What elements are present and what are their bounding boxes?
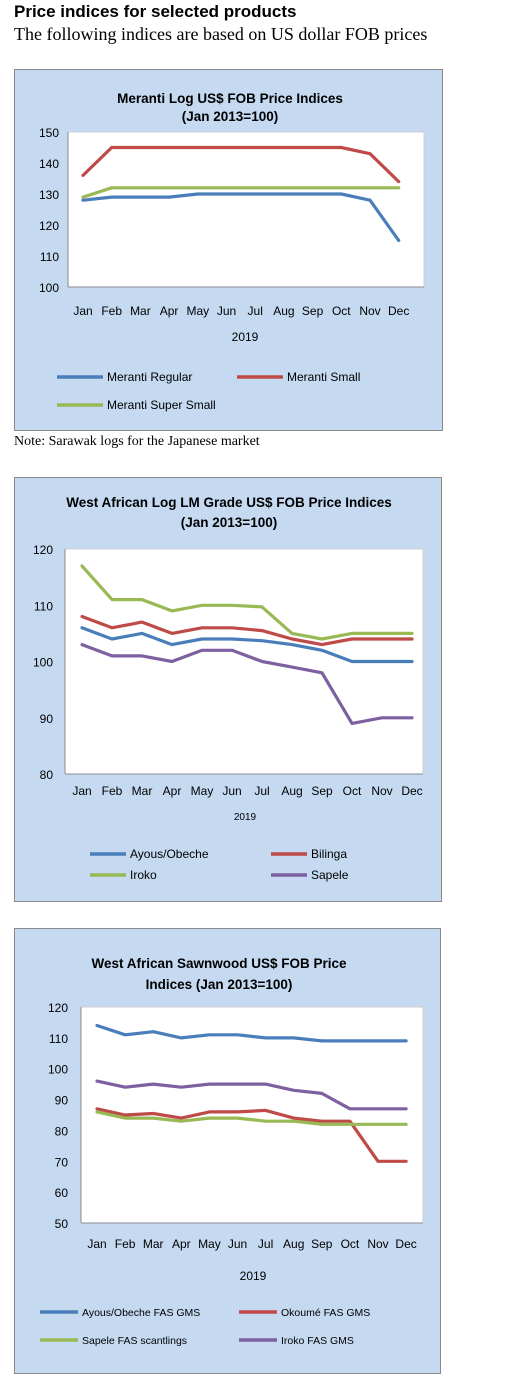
chart-title-line: Indices (Jan 2013=100)	[146, 977, 293, 992]
x-axis-label: 2019	[240, 1269, 267, 1283]
x-tick-label: Feb	[115, 1237, 136, 1251]
west-african-sawnwood-chart-panel: West African Sawnwood US$ FOB Price Indic…	[14, 928, 441, 1374]
x-axis-label: 2019	[232, 330, 259, 344]
x-tick-label: Apr	[160, 304, 179, 318]
series-line	[80, 626, 414, 664]
y-tick-label: 120	[39, 219, 59, 233]
plot-area	[67, 131, 425, 288]
x-tick-label: Jan	[72, 784, 91, 798]
y-tick-label: 100	[39, 281, 59, 295]
legend-label: Meranti Regular	[107, 370, 192, 384]
x-tick-label: Dec	[388, 304, 409, 318]
x-tick-label: Jul	[248, 304, 263, 318]
x-tick-label: May	[198, 1237, 221, 1251]
x-tick-label: Sep	[311, 784, 333, 798]
meranti-chart-panel: Meranti Log US$ FOB Price Indices (Jan 20…	[14, 69, 443, 431]
y-tick-label: 100	[48, 1063, 68, 1077]
chart-note: Note: Sarawak logs for the Japanese mark…	[14, 434, 260, 449]
y-tick-label: 80	[40, 768, 54, 782]
page-heading: Price indices for selected products	[14, 2, 297, 21]
x-tick-label: Nov	[359, 304, 380, 318]
meranti-chart: Meranti Log US$ FOB Price Indices (Jan 20…	[39, 91, 425, 412]
series-line	[80, 614, 414, 647]
x-tick-label: Nov	[371, 784, 392, 798]
series-line	[81, 192, 401, 243]
x-tick-label: Mar	[130, 304, 151, 318]
y-tick-label: 110	[34, 599, 53, 613]
series-line	[80, 643, 414, 725]
x-tick-label: Jun	[228, 1237, 247, 1251]
series-line	[95, 1023, 408, 1043]
x-tick-label: Oct	[343, 784, 362, 798]
y-tick-label: 70	[55, 1155, 69, 1169]
west-african-log-chart: West African Log LM Grade US$ FOB Price …	[33, 495, 424, 882]
x-tick-label: Oct	[332, 304, 351, 318]
legend-label: Sapele FAS scantlings	[82, 1335, 187, 1347]
y-tick-label: 90	[40, 712, 54, 726]
x-tick-label: Apr	[163, 784, 182, 798]
series-line	[80, 564, 414, 641]
x-tick-label: Apr	[172, 1237, 191, 1251]
x-tick-label: Oct	[341, 1237, 360, 1251]
y-tick-label: 110	[40, 250, 59, 264]
y-tick-label: 80	[55, 1124, 69, 1138]
series-line	[81, 145, 401, 184]
series-line	[81, 186, 401, 199]
legend-label: Ayous/Obeche FAS GMS	[82, 1307, 200, 1319]
chart-title-line: (Jan 2013=100)	[181, 515, 277, 530]
x-tick-label: Aug	[283, 1237, 304, 1251]
legend-label: Meranti Small	[287, 370, 360, 384]
west-african-log-chart-panel: West African Log LM Grade US$ FOB Price …	[14, 477, 442, 902]
x-tick-label: Nov	[367, 1237, 388, 1251]
y-tick-label: 120	[48, 1001, 68, 1015]
x-tick-label: May	[186, 304, 209, 318]
x-tick-label: Jan	[73, 304, 92, 318]
x-tick-label: May	[191, 784, 214, 798]
legend-label: Iroko	[130, 868, 157, 882]
x-axis-label: 2019	[234, 812, 257, 823]
legend-label: Okoumé FAS GMS	[281, 1307, 370, 1319]
x-tick-label: Mar	[143, 1237, 164, 1251]
legend-label: Bilinga	[311, 847, 347, 861]
west-african-sawnwood-chart: West African Sawnwood US$ FOB Price Indic…	[40, 956, 424, 1347]
x-tick-label: Jun	[222, 784, 241, 798]
chart-title-line: West African Log LM Grade US$ FOB Price …	[66, 495, 392, 510]
x-tick-label: Sep	[311, 1237, 333, 1251]
x-tick-label: Jul	[254, 784, 269, 798]
x-tick-label: Mar	[132, 784, 153, 798]
x-tick-label: Sep	[302, 304, 324, 318]
y-tick-label: 110	[49, 1032, 68, 1046]
y-tick-label: 60	[55, 1186, 69, 1200]
x-tick-label: Feb	[101, 304, 122, 318]
x-tick-label: Jul	[258, 1237, 273, 1251]
series-line	[95, 1110, 408, 1126]
legend-label: Iroko FAS GMS	[281, 1335, 354, 1347]
chart-title-line: Meranti Log US$ FOB Price Indices	[117, 91, 343, 106]
x-tick-label: Aug	[273, 304, 294, 318]
y-tick-label: 120	[33, 543, 53, 557]
legend-label: Sapele	[311, 868, 349, 882]
series-line	[95, 1079, 408, 1111]
x-tick-label: Jan	[87, 1237, 106, 1251]
series-line	[95, 1107, 408, 1163]
x-tick-label: Jun	[217, 304, 236, 318]
y-tick-label: 50	[55, 1217, 69, 1231]
x-tick-label: Dec	[401, 784, 422, 798]
y-tick-label: 90	[55, 1094, 69, 1108]
legend-label: Ayous/Obeche	[130, 847, 209, 861]
chart-title-line: (Jan 2013=100)	[182, 109, 278, 124]
x-tick-label: Dec	[395, 1237, 416, 1251]
x-tick-label: Aug	[281, 784, 302, 798]
x-tick-label: Feb	[102, 784, 123, 798]
y-tick-label: 130	[39, 188, 59, 202]
y-tick-label: 100	[33, 656, 53, 670]
legend-label: Meranti Super Small	[107, 398, 216, 412]
y-tick-label: 150	[39, 126, 59, 140]
page-subheading: The following indices are based on US do…	[14, 24, 428, 44]
chart-title-line: West African Sawnwood US$ FOB Price	[91, 956, 347, 971]
y-tick-label: 140	[39, 157, 59, 171]
